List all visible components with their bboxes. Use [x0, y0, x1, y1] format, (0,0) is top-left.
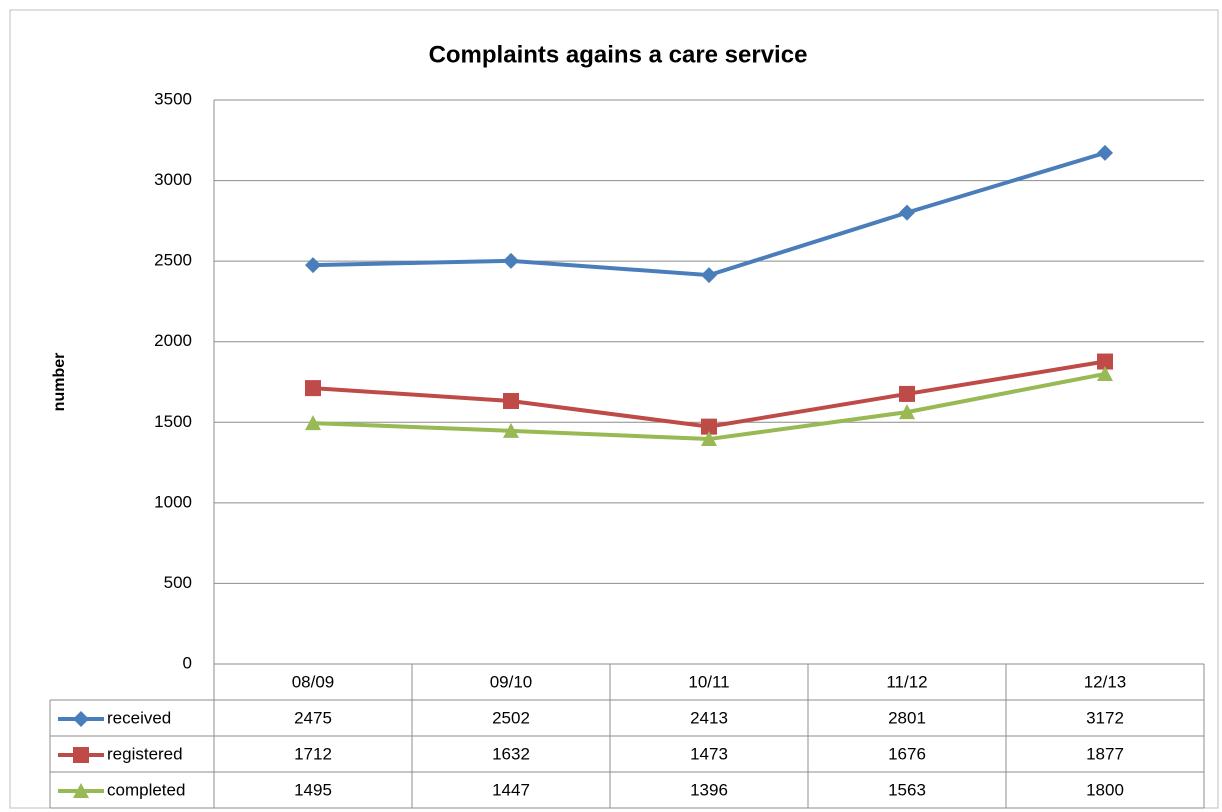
- table-value: 1676: [888, 744, 926, 763]
- x-tick-label: 10/11: [688, 672, 729, 691]
- marker: [503, 393, 519, 410]
- table-value: 2413: [690, 708, 728, 727]
- table-value: 3172: [1086, 708, 1124, 727]
- marker: [701, 418, 717, 435]
- table-value: 2475: [294, 708, 332, 727]
- x-tick-label: 11/12: [886, 672, 927, 691]
- marker: [1097, 353, 1113, 370]
- marker: [1097, 144, 1113, 161]
- y-tick-label: 1500: [154, 412, 192, 431]
- chart-title: Complaints agains a care service: [429, 41, 808, 68]
- marker: [899, 404, 915, 420]
- table-value: 1563: [888, 780, 926, 799]
- y-tick-label: 3500: [154, 89, 192, 108]
- marker: [503, 422, 519, 438]
- marker: [73, 711, 89, 727]
- y-tick-label: 3000: [154, 170, 192, 189]
- table-value: 1447: [492, 780, 530, 799]
- marker: [73, 783, 89, 798]
- table-value: 1632: [492, 744, 530, 763]
- marker: [701, 431, 717, 447]
- y-tick-label: 2500: [154, 251, 192, 270]
- table-value: 1396: [690, 780, 728, 799]
- marker: [701, 267, 717, 284]
- x-tick-label: 12/13: [1084, 672, 1127, 691]
- y-tick-label: 500: [164, 573, 192, 592]
- x-tick-label: 08/09: [292, 672, 335, 691]
- table-value: 1800: [1086, 780, 1124, 799]
- marker: [1097, 365, 1113, 381]
- legend-label: completed: [107, 780, 185, 799]
- y-axis-label: number: [51, 353, 68, 412]
- y-tick-label: 1000: [154, 492, 192, 511]
- table-value: 1877: [1086, 744, 1124, 763]
- legend-label: received: [107, 708, 171, 727]
- marker: [305, 415, 321, 431]
- marker: [305, 380, 321, 397]
- y-tick-label: 2000: [154, 331, 192, 350]
- marker: [503, 252, 519, 269]
- marker: [899, 385, 915, 402]
- table-value: 2801: [888, 708, 926, 727]
- table-value: 2502: [492, 708, 530, 727]
- x-tick-label: 09/10: [490, 672, 533, 691]
- chart-border: [9, 9, 1219, 809]
- table-value: 1712: [294, 744, 332, 763]
- marker: [899, 204, 915, 221]
- table-value: 1495: [294, 780, 332, 799]
- legend-label: registered: [107, 744, 183, 763]
- marker: [73, 747, 89, 763]
- y-tick-label: 0: [183, 653, 192, 672]
- table-value: 1473: [690, 744, 728, 763]
- marker: [305, 257, 321, 274]
